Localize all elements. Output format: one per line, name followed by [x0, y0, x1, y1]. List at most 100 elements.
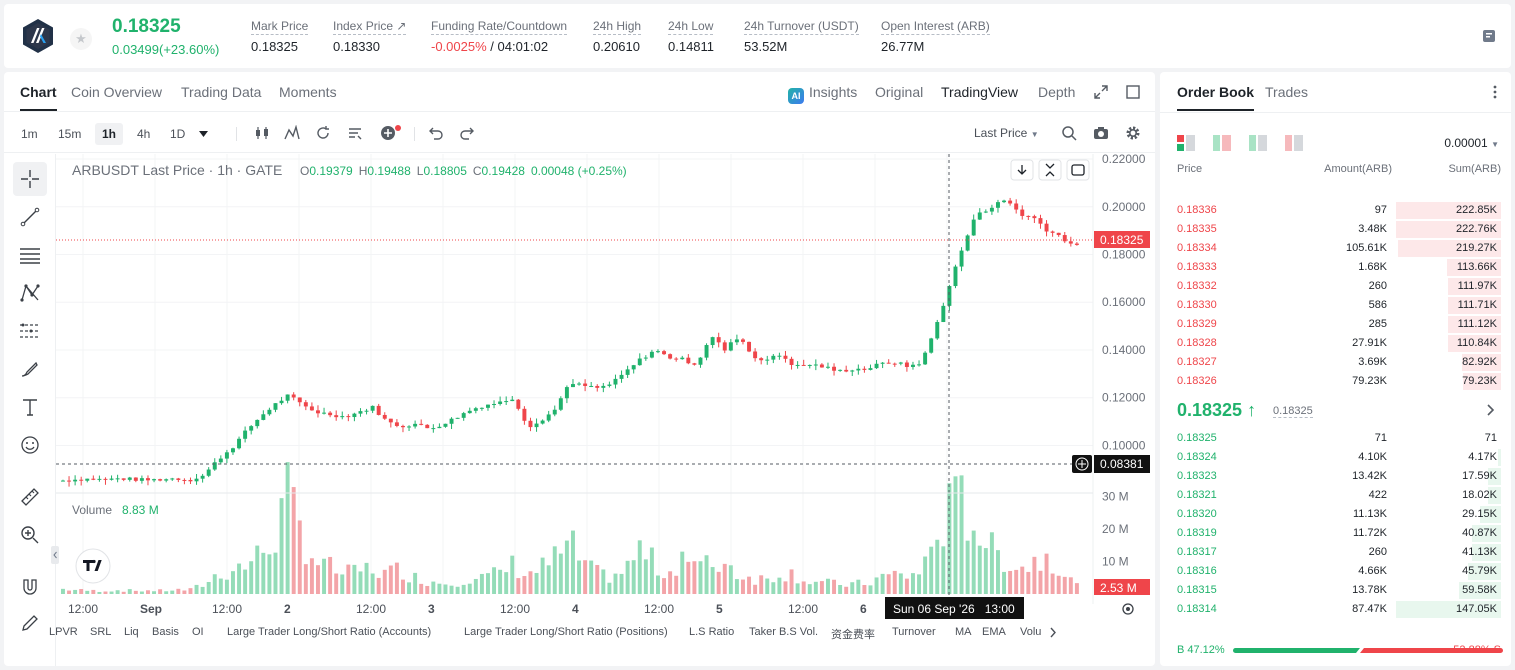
bid-row[interactable]: 0.18321 422 18.02K — [1160, 486, 1511, 505]
zoom-in-tool-icon[interactable] — [13, 518, 47, 552]
toggle-pane-button[interactable] — [1066, 159, 1090, 181]
indicator-tab[interactable]: Volu — [1020, 626, 1042, 638]
text-tool-icon[interactable] — [13, 390, 47, 424]
chart-settings-icon[interactable] — [1122, 603, 1134, 615]
indicators-icon[interactable] — [284, 125, 300, 141]
ask-row[interactable]: 0.18335 3.48K 222.76K — [1160, 220, 1511, 239]
timeframe-1d[interactable]: 1D — [170, 127, 186, 141]
emoji-tool-icon[interactable] — [13, 428, 47, 462]
search-icon[interactable] — [1061, 125, 1077, 141]
bid-row[interactable]: 0.18317 260 41.13K — [1160, 543, 1511, 562]
bid-row[interactable]: 0.18323 13.42K 17.59K — [1160, 467, 1511, 486]
indicator-tab[interactable]: Basis — [152, 626, 179, 638]
bid-row[interactable]: 0.18324 4.10K 4.17K — [1160, 448, 1511, 467]
price-type-select[interactable]: Last Price ▼ — [974, 126, 1039, 140]
ask-row[interactable]: 0.18329 285 111.12K — [1160, 315, 1511, 334]
book-both-icon[interactable] — [1177, 135, 1195, 151]
measure-lines-tool-icon[interactable] — [13, 314, 47, 348]
indicator-tab[interactable]: Large Trader Long/Short Ratio (Accounts) — [227, 626, 432, 638]
expand-icon[interactable] — [1094, 85, 1108, 99]
indicator-tab[interactable]: Taker B.S Vol. — [749, 626, 819, 638]
bid-row[interactable]: 0.18315 13.78K 59.58K — [1160, 581, 1511, 600]
book-mixed-icon[interactable] — [1213, 135, 1231, 151]
mark-price-ref[interactable]: 0.18325 — [1273, 405, 1313, 418]
ask-row[interactable]: 0.18328 27.91K 110.84K — [1160, 334, 1511, 353]
crosshair-tool-icon[interactable] — [13, 162, 47, 196]
chevron-right-icon[interactable] — [1485, 403, 1497, 417]
collapse-button[interactable] — [1038, 159, 1062, 181]
indicator-tab[interactable]: Liq — [124, 626, 139, 638]
favorite-star-icon[interactable]: ★ — [70, 28, 92, 50]
indicator-tab[interactable]: Turnover — [892, 626, 936, 638]
tab-original[interactable]: Original — [875, 84, 924, 100]
bid-row[interactable]: 0.18314 87.47K 147.05K — [1160, 600, 1511, 619]
price-chart[interactable]: 0.22000 0.20000 0.18000 0.16000 0.14000 0.120… — [56, 154, 1155, 622]
add-alert-icon[interactable] — [380, 125, 402, 141]
bid-row[interactable]: 0.18320 11.13K 29.15K — [1160, 505, 1511, 524]
bid-row[interactable]: 0.18319 11.72K 40.87K — [1160, 524, 1511, 543]
candle-type-icon[interactable] — [254, 125, 270, 141]
indicator-tab[interactable]: EMA — [982, 626, 1006, 638]
pencil-tool-icon[interactable] — [13, 606, 47, 640]
indicator-tab[interactable]: MA — [955, 626, 972, 638]
tab-depth[interactable]: Depth — [1038, 84, 1076, 100]
gear-icon[interactable] — [1125, 125, 1141, 141]
camera-icon[interactable] — [1093, 125, 1109, 141]
tab-trading-data[interactable]: Trading Data — [181, 84, 262, 100]
indicator-tab[interactable]: OI — [192, 626, 204, 638]
add-alert-button[interactable] — [1072, 455, 1092, 473]
bid-row[interactable]: 0.18325 71 71 — [1160, 429, 1511, 448]
order-price: 0.18332 — [1177, 280, 1217, 292]
ask-row[interactable]: 0.18330 586 111.71K — [1160, 296, 1511, 315]
indicator-tab[interactable]: SRL — [90, 626, 112, 638]
window-icon[interactable] — [1126, 85, 1140, 99]
tab-tradingview[interactable]: TradingView — [941, 84, 1019, 100]
magnet-tool-icon[interactable] — [13, 570, 47, 604]
tab-chart[interactable]: Chart — [20, 84, 57, 111]
ask-row[interactable]: 0.18336 97 222.85K — [1160, 201, 1511, 220]
tab-trades[interactable]: Trades — [1265, 84, 1309, 100]
stat-label[interactable]: Mark Price — [251, 19, 309, 35]
timeframe-4h[interactable]: 4h — [137, 127, 151, 141]
tab-moments[interactable]: Moments — [279, 84, 337, 100]
redo-icon[interactable] — [459, 125, 475, 141]
timeframe-1m[interactable]: 1m — [21, 127, 38, 141]
indicator-tab[interactable]: L.S Ratio — [689, 626, 735, 638]
chevron-right-icon[interactable] — [1049, 627, 1057, 638]
template-icon[interactable] — [347, 125, 363, 141]
timeframe-15m[interactable]: 15m — [58, 127, 82, 141]
trendline-tool-icon[interactable] — [13, 200, 47, 234]
timeframe-1h[interactable]: 1h — [95, 123, 124, 145]
tab-order-book[interactable]: Order Book — [1177, 84, 1255, 111]
precision-select[interactable]: 0.00001 ▼ — [1444, 136, 1499, 150]
ask-row[interactable]: 0.18333 1.68K 113.66K — [1160, 258, 1511, 277]
replay-icon[interactable] — [315, 125, 331, 141]
scroll-down-button[interactable] — [1010, 159, 1034, 181]
tab-insights[interactable]: AI Insights — [788, 84, 857, 104]
candle-body — [813, 364, 818, 366]
more-options-icon[interactable] — [1493, 85, 1497, 99]
ask-row[interactable]: 0.18326 79.23K 79.23K — [1160, 372, 1511, 391]
collapse-toolbar-icon[interactable] — [51, 546, 59, 564]
notebook-icon[interactable] — [1481, 28, 1497, 44]
pattern-tool-icon[interactable] — [13, 276, 47, 310]
stat-label[interactable]: Index Price ↗ — [333, 19, 407, 35]
chevron-down-icon[interactable] — [199, 131, 208, 137]
tab-coin-overview[interactable]: Coin Overview — [71, 84, 163, 100]
stat-label[interactable]: Open Interest (ARB) — [881, 19, 990, 35]
indicator-tab[interactable]: LPVR — [49, 626, 78, 638]
stat-label[interactable]: Funding Rate/Countdown — [431, 19, 568, 35]
ask-row[interactable]: 0.18327 3.69K 82.92K — [1160, 353, 1511, 372]
bid-row[interactable]: 0.18316 4.66K 45.79K — [1160, 562, 1511, 581]
fib-tool-icon[interactable] — [13, 238, 47, 272]
ask-row[interactable]: 0.18332 260 111.97K — [1160, 277, 1511, 296]
undo-icon[interactable] — [428, 125, 444, 141]
brush-tool-icon[interactable] — [13, 352, 47, 386]
indicator-tab[interactable]: Large Trader Long/Short Ratio (Positions… — [464, 626, 668, 638]
book-bids-icon[interactable] — [1249, 135, 1267, 151]
ask-row[interactable]: 0.18334 105.61K 219.27K — [1160, 239, 1511, 258]
book-asks-icon[interactable] — [1285, 135, 1303, 151]
tradingview-logo[interactable] — [75, 548, 111, 584]
indicator-tab[interactable]: 资金费率 — [831, 629, 875, 641]
ruler-tool-icon[interactable] — [13, 480, 47, 514]
